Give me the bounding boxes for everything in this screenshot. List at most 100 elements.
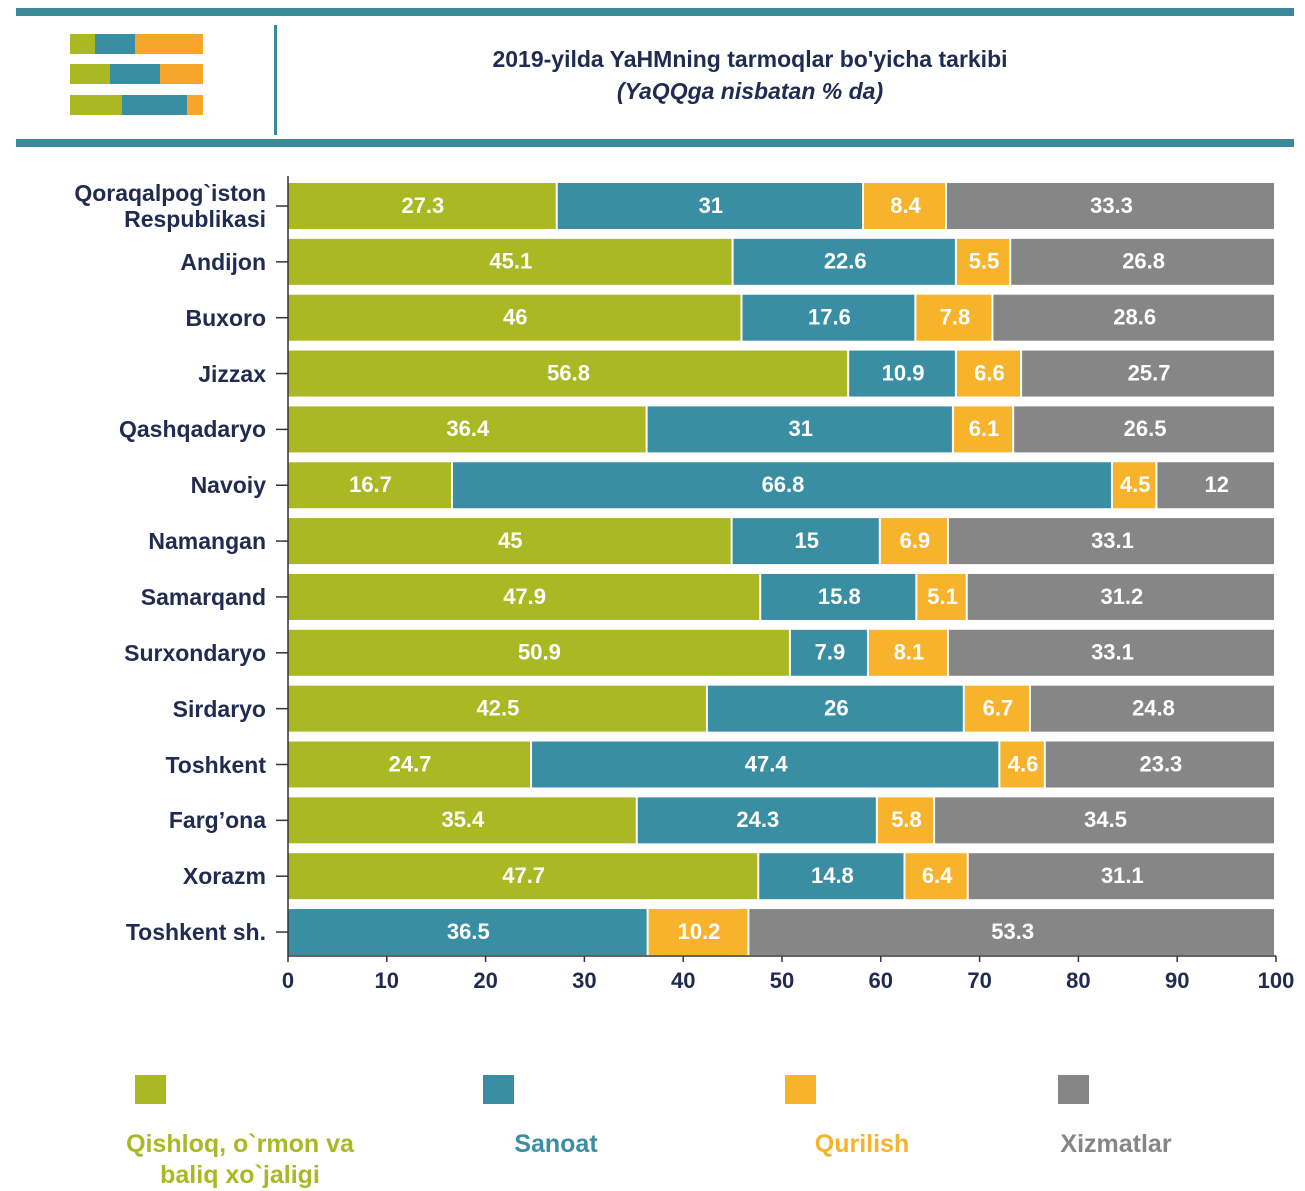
- value-label: 50.9: [518, 640, 561, 665]
- legend-swatch: [135, 1075, 166, 1104]
- bar-segment: [288, 406, 646, 453]
- bar-segment: [761, 573, 916, 620]
- legend-label: Sanoat: [514, 1130, 598, 1158]
- x-tick-label: 80: [1066, 968, 1090, 993]
- value-label: 47.7: [502, 863, 545, 888]
- value-label: 42.5: [477, 695, 520, 720]
- value-label: 47.9: [503, 584, 546, 609]
- bar-segment: [956, 238, 1010, 285]
- bar-segment: [877, 797, 934, 844]
- bar-segment: [288, 183, 556, 229]
- value-label: 6.7: [983, 695, 1014, 720]
- value-label: 24.3: [736, 807, 779, 832]
- bar-segment: [749, 909, 1274, 956]
- x-tick-label: 90: [1165, 968, 1189, 993]
- x-tick-label: 60: [869, 968, 893, 993]
- value-label: 10.2: [678, 919, 721, 944]
- bar-segment: [532, 741, 999, 788]
- y-tick-label: Jizzax: [198, 360, 266, 387]
- x-tick-label: 100: [1258, 968, 1295, 993]
- y-tick-label: Samarqand: [140, 583, 266, 610]
- bar-segment: [849, 350, 955, 397]
- value-label: 31.1: [1101, 863, 1144, 888]
- bar-segment: [288, 909, 647, 956]
- value-label: 15.8: [818, 584, 861, 609]
- header-icon: [70, 34, 203, 115]
- bar-segment: [946, 183, 1274, 229]
- bar-segment: [288, 573, 760, 620]
- value-label: 8.1: [894, 640, 925, 665]
- y-tick-label: Toshkent: [165, 751, 266, 778]
- header-divider: [274, 25, 277, 135]
- value-label: 17.6: [808, 305, 851, 330]
- bar-segment: [557, 183, 863, 229]
- value-label: 31.2: [1100, 584, 1143, 609]
- bar-segment: [1045, 741, 1274, 788]
- bar-segment: [993, 294, 1274, 341]
- bar-segment: [1030, 685, 1274, 732]
- bar-segment: [288, 853, 758, 900]
- x-tick-label: 50: [770, 968, 794, 993]
- value-label: 4.5: [1120, 472, 1151, 497]
- bar-segment: [880, 518, 947, 565]
- bar-segment: [288, 350, 848, 397]
- value-label: 36.4: [446, 416, 490, 441]
- bar-segment: [864, 183, 945, 229]
- value-label: 24.8: [1132, 695, 1175, 720]
- value-label: 34.5: [1084, 807, 1127, 832]
- bar-segment: [648, 909, 748, 956]
- y-tick-label: Surxondaryo: [124, 639, 266, 666]
- bar-segment: [935, 797, 1274, 844]
- x-tick-label: 40: [671, 968, 695, 993]
- legend-swatch: [785, 1075, 816, 1104]
- value-label: 66.8: [762, 472, 805, 497]
- bar-segment: [917, 573, 966, 620]
- bar-segment: [1112, 462, 1156, 509]
- value-label: 4.6: [1008, 751, 1039, 776]
- bar-segment: [732, 518, 879, 565]
- value-label: 45.1: [489, 249, 532, 274]
- y-tick-label: Xorazm: [182, 863, 266, 890]
- value-label: 28.6: [1113, 305, 1156, 330]
- legend-swatch: [483, 1075, 514, 1104]
- value-label: 36.5: [447, 919, 490, 944]
- bar-segment: [288, 741, 531, 788]
- value-label: 7.9: [815, 640, 846, 665]
- bar-segment: [637, 797, 876, 844]
- bar-segment: [916, 294, 992, 341]
- y-tick-label: Qashqadaryo: [119, 416, 266, 443]
- value-label: 7.8: [940, 305, 971, 330]
- value-label: 45: [498, 528, 522, 553]
- y-tick-label: Namangan: [148, 528, 266, 555]
- bar-segment: [288, 685, 706, 732]
- value-label: 25.7: [1128, 360, 1171, 385]
- x-tick-label: 30: [572, 968, 596, 993]
- value-label: 46: [503, 305, 527, 330]
- bar-segment: [288, 462, 451, 509]
- y-tick-label: Farg’ona: [168, 807, 266, 834]
- bar-segment: [288, 629, 789, 676]
- value-label: 47.4: [745, 751, 789, 776]
- bar-segment: [1157, 462, 1274, 509]
- bar-segment: [288, 797, 636, 844]
- value-label: 23.3: [1139, 751, 1182, 776]
- y-tick-label: Qoraqalpog`iston Respublikasi: [74, 180, 266, 232]
- bar-segment: [288, 518, 731, 565]
- value-label: 16.7: [349, 472, 392, 497]
- value-label: 6.1: [969, 416, 1000, 441]
- y-tick-label: Andijon: [180, 248, 266, 275]
- value-label: 10.9: [882, 360, 925, 385]
- value-label: 14.8: [811, 863, 854, 888]
- bar-segment: [956, 350, 1021, 397]
- value-label: 24.7: [389, 751, 432, 776]
- bar-segment: [905, 853, 967, 900]
- chart-subtitle: (YaQQga nisbatan % da): [617, 78, 883, 104]
- bar-segment: [759, 853, 904, 900]
- value-label: 26.8: [1122, 249, 1165, 274]
- bar-segment: [647, 406, 952, 453]
- value-label: 31: [699, 193, 723, 218]
- value-label: 31: [789, 416, 813, 441]
- bar-segment: [742, 294, 915, 341]
- value-label: 5.8: [891, 807, 922, 832]
